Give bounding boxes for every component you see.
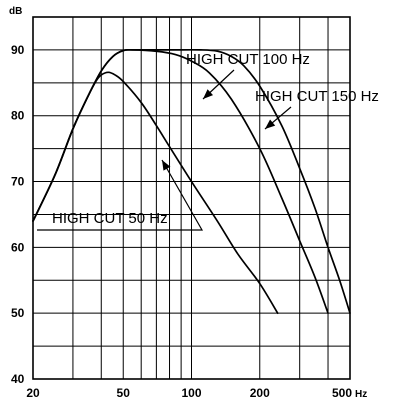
- y-tick-label-70: 70: [11, 175, 25, 189]
- tick-label-layer: 40 50 60 70 80 90 dB 20 50 100 200 500 Hz: [9, 6, 367, 400]
- x-tick-label-100: 100: [181, 386, 201, 400]
- x-tick-label-20: 20: [26, 386, 40, 400]
- x-tick-label-50: 50: [117, 386, 131, 400]
- y-tick-label-40: 40: [11, 372, 25, 386]
- y-tick-label-90: 90: [11, 43, 25, 57]
- callout-high-cut-50hz-arrowhead: [162, 160, 171, 171]
- callout-high-cut-100hz-arrowhead: [203, 89, 214, 99]
- y-tick-label-60: 60: [11, 240, 25, 254]
- y-unit-label: dB: [9, 6, 22, 17]
- grid-layer: [32, 16, 351, 380]
- callout-high-cut-50hz-text: HIGH CUT 50 Hz: [52, 210, 168, 227]
- callout-high-cut-150hz-arrowhead: [265, 119, 276, 129]
- x-unit-label: Hz: [355, 389, 367, 400]
- plot-frame: [32, 16, 351, 380]
- x-tick-label-200: 200: [250, 386, 270, 400]
- series-line-high-cut-50-hz: [32, 71, 279, 315]
- curve-layer: [32, 48, 351, 315]
- y-tick-label-80: 80: [11, 109, 25, 123]
- annotation-layer: HIGH CUT 100 Hz HIGH CUT 150 Hz HIGH CUT 5…: [37, 51, 379, 231]
- x-tick-label-500: 500: [332, 386, 352, 400]
- series-line-high-cut-150-hz: [32, 48, 351, 315]
- callout-high-cut-150hz-text: HIGH CUT 150 Hz: [255, 88, 379, 105]
- callout-high-cut-50hz-leader: [37, 159, 204, 231]
- y-tick-label-50: 50: [11, 306, 25, 320]
- callout-high-cut-100hz-text: HIGH CUT 100 Hz: [186, 51, 310, 68]
